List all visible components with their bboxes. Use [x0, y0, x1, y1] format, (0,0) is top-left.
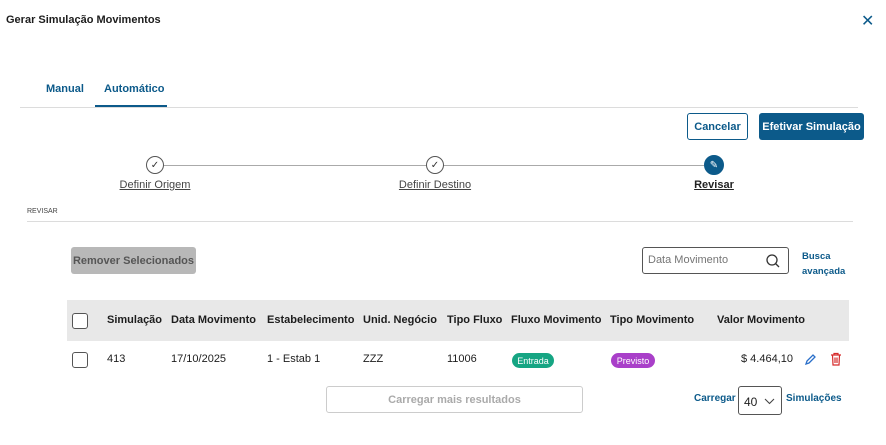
- search-icon[interactable]: [766, 254, 780, 268]
- section-label: REVISAR: [27, 208, 58, 215]
- header-tipo-fluxo: Tipo Fluxo: [447, 314, 503, 326]
- cell-valor: $ 4.464,10: [741, 353, 793, 365]
- cell-estab: 1 - Estab 1: [267, 353, 321, 365]
- step-definir-origem[interactable]: Definir Origem: [119, 179, 191, 191]
- tabs-divider: [20, 107, 858, 108]
- search-input[interactable]: [648, 254, 758, 266]
- tipo-badge: Previsto: [611, 353, 655, 368]
- remove-selected-button[interactable]: Remover Selecionados: [71, 247, 196, 274]
- cancel-button[interactable]: Cancelar: [687, 113, 748, 140]
- cell-tipo-fluxo: 11006: [447, 353, 477, 365]
- trash-icon[interactable]: [830, 352, 842, 366]
- cell-simulacao: 413: [107, 353, 126, 365]
- header-tipo-movimento: Tipo Movimento: [610, 314, 695, 326]
- pencil-icon: ✎: [704, 155, 724, 175]
- header-valor-movimento: Valor Movimento: [717, 314, 806, 326]
- step-revisar[interactable]: Revisar: [694, 179, 734, 191]
- page-size-value: 40: [744, 395, 758, 409]
- dialog-title: Gerar Simulação Movimentos: [6, 14, 161, 26]
- row-checkbox[interactable]: [72, 352, 88, 368]
- edit-icon[interactable]: [804, 353, 817, 366]
- section-divider: [27, 221, 853, 222]
- step-definir-destino[interactable]: Definir Destino: [398, 179, 472, 191]
- header-fluxo-movimento: Fluxo Movimento: [511, 314, 602, 326]
- header-data-movimento: Data Movimento: [171, 314, 256, 326]
- advanced-search-label-1[interactable]: Busca: [802, 251, 831, 262]
- tab-automatico[interactable]: Automático: [104, 83, 165, 95]
- header-simulacao: Simulação: [107, 314, 163, 326]
- check-icon: ✓: [426, 156, 444, 174]
- header-estabelecimento: Estabelecimento: [267, 314, 355, 326]
- active-tab-indicator: [95, 105, 167, 107]
- load-more-button[interactable]: Carregar mais resultados: [326, 386, 583, 413]
- close-icon[interactable]: ✕: [861, 13, 875, 30]
- header-unid-negocio: Unid. Negócio: [363, 314, 437, 326]
- cell-data: 17/10/2025: [171, 353, 227, 365]
- table-header: [67, 300, 849, 341]
- search-field[interactable]: [642, 247, 789, 274]
- advanced-search-link[interactable]: Busca avançada: [802, 249, 845, 279]
- load-label: Carregar: [694, 393, 736, 404]
- tab-manual[interactable]: Manual: [46, 83, 84, 95]
- simulations-label: Simulações: [786, 393, 842, 404]
- fluxo-badge: Entrada: [512, 353, 554, 368]
- chevron-down-icon: [764, 398, 775, 405]
- cell-unid: ZZZ: [363, 353, 384, 365]
- check-icon: ✓: [146, 156, 164, 174]
- page-size-select[interactable]: 40: [738, 386, 782, 415]
- advanced-search-label-2[interactable]: avançada: [802, 266, 846, 277]
- select-all-checkbox[interactable]: [72, 313, 88, 329]
- confirm-simulation-button[interactable]: Efetivar Simulação: [759, 113, 864, 140]
